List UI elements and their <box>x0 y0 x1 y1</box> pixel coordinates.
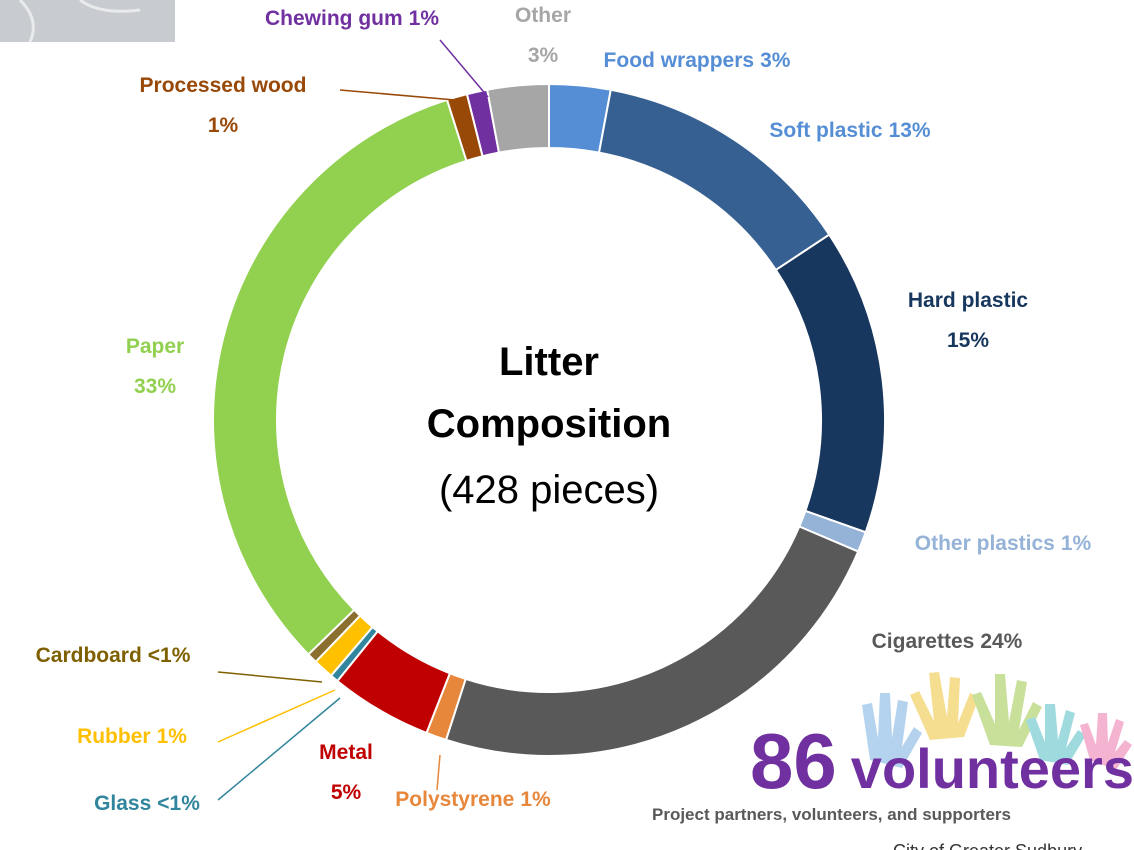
segment-label: Soft plastic 13% <box>769 119 931 142</box>
segment-label: Processed wood 1% <box>140 74 307 137</box>
donut-segment <box>599 90 829 270</box>
donut-segment <box>776 235 885 533</box>
category-name: Other <box>515 4 571 27</box>
category-name: Food wrappers <box>604 49 755 72</box>
value-label: 1% <box>409 7 440 30</box>
hand <box>910 672 979 740</box>
volunteer-label: volunteers <box>851 737 1134 800</box>
segment-label: Glass <1% <box>94 792 200 815</box>
category-name: Chewing gum <box>265 7 403 30</box>
center-subtitle: (428 pieces) <box>439 468 659 512</box>
leader-line <box>218 672 322 682</box>
volunteer-caption: Project partners, volunteers, and suppor… <box>652 805 1011 824</box>
value-label: 33% <box>134 375 176 398</box>
segment-label: Polystyrene 1% <box>395 788 551 811</box>
category-name: Processed wood <box>140 74 307 97</box>
value-label: 5% <box>331 781 362 804</box>
category-name: Soft plastic <box>769 119 883 142</box>
leader-line <box>340 90 455 100</box>
value-label: 15% <box>947 329 989 352</box>
category-name: Polystyrene <box>395 788 514 811</box>
donut-segment <box>213 100 466 655</box>
chart: LitterComposition (428 pieces) 86volunte… <box>0 0 1134 850</box>
value-label: 13% <box>889 119 931 142</box>
volunteer-count: 86 <box>750 717 837 805</box>
value-label: <1% <box>148 644 191 667</box>
value-label: 3% <box>528 44 559 67</box>
segment-label: Paper 33% <box>126 335 184 398</box>
segment-label: Chewing gum 1% <box>265 7 439 30</box>
segment-label: Rubber 1% <box>77 725 187 748</box>
segment-label: Metal 5% <box>319 741 373 804</box>
category-name: Cardboard <box>36 644 142 667</box>
value-label: 24% <box>980 630 1022 653</box>
category-name: Paper <box>126 335 184 358</box>
category-name: Glass <box>94 792 151 815</box>
value-label: 3% <box>760 49 791 72</box>
category-name: Cigarettes <box>872 630 975 653</box>
leader-line <box>440 40 488 97</box>
value-label: 1% <box>157 725 188 748</box>
donut-segment <box>487 84 549 153</box>
credit: City of Greater Sudbury <box>893 841 1082 850</box>
segment-label: Cardboard <1% <box>36 644 191 667</box>
category-name: Rubber <box>77 725 151 748</box>
category-name: Other plastics <box>915 532 1055 555</box>
category-name: Hard plastic <box>908 289 1029 312</box>
leader-line <box>437 755 440 790</box>
category-name: Metal <box>319 741 373 764</box>
value-label: 1% <box>520 788 551 811</box>
value-label: 1% <box>1061 532 1092 555</box>
segment-label: Other 3% <box>515 4 571 67</box>
segment-label: Hard plastic 15% <box>908 289 1029 352</box>
value-label: <1% <box>157 792 200 815</box>
segment-label: Other plastics 1% <box>915 532 1092 555</box>
value-label: 1% <box>208 114 239 137</box>
